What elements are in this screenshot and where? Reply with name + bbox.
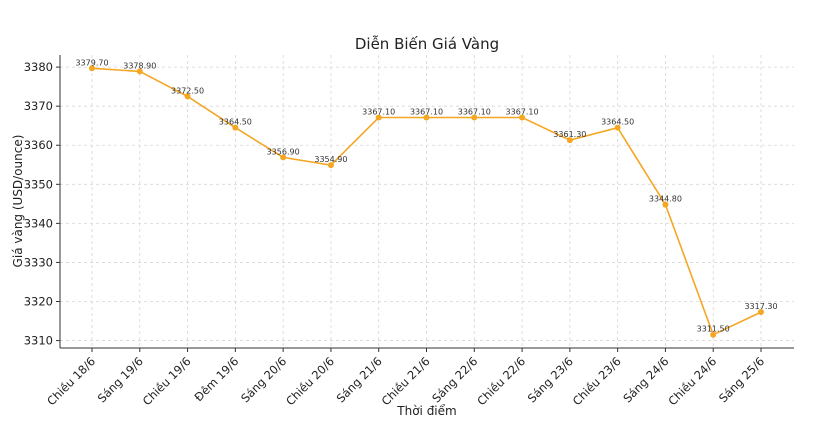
x-tick-label: Sáng 22/6	[429, 354, 480, 405]
series	[89, 65, 764, 338]
x-tick-label: Chiều 22/6	[474, 354, 528, 408]
data-point	[89, 65, 95, 72]
data-point	[566, 137, 573, 144]
data-point	[758, 309, 764, 316]
data-label: 3311.50	[697, 325, 730, 334]
y-tick-label: 3320	[24, 295, 53, 309]
x-tick-label: Đêm 19/6	[192, 354, 242, 404]
data-point	[327, 162, 334, 169]
data-point	[471, 114, 478, 121]
x-tick-label: Chiều 18/6	[44, 354, 98, 408]
data-label: 3367.10	[458, 108, 491, 117]
x-tick-label: Chiều 20/6	[283, 354, 337, 408]
data-label: 3379.70	[75, 58, 108, 67]
data-label: 3317.30	[744, 302, 777, 311]
data-point	[232, 124, 239, 131]
data-point	[519, 114, 526, 121]
y-tick-label: 3330	[24, 255, 53, 269]
data-label: 3356.90	[267, 147, 300, 156]
y-tick-label: 3380	[24, 60, 53, 74]
data-point	[375, 114, 382, 121]
y-tick-labels: 3310 3320 3330 3340 3350 3360 3370 3380	[24, 60, 53, 347]
x-tick-label: Sáng 25/6	[716, 354, 767, 405]
x-tick-label: Chiều 19/6	[140, 354, 194, 408]
data-labels: 3379.70 3378.90 3372.50 3364.50 3356.90 3354.…	[75, 58, 777, 333]
data-point	[184, 93, 191, 100]
x-tick-label: Sáng 24/6	[620, 354, 671, 405]
y-tick-label: 3350	[24, 177, 53, 191]
data-label: 3354.90	[314, 155, 347, 164]
data-point	[136, 68, 143, 75]
data-point	[710, 331, 717, 338]
grid	[60, 55, 794, 348]
data-label: 3364.50	[219, 118, 252, 127]
x-tick-label: Chiều 21/6	[379, 354, 433, 408]
data-point	[614, 124, 621, 131]
data-label: 3367.10	[410, 108, 443, 117]
x-tick-label: Sáng 20/6	[238, 354, 289, 405]
data-label: 3367.10	[506, 108, 539, 117]
data-label: 3344.80	[649, 195, 682, 204]
x-tick-label: Sáng 19/6	[95, 354, 146, 405]
y-axis-label: Giá vàng (USD/ounce)	[11, 135, 25, 268]
data-label: 3378.90	[123, 61, 156, 70]
data-point	[423, 114, 430, 121]
data-label: 3364.50	[601, 118, 634, 127]
y-tick-label: 3310	[24, 334, 53, 348]
x-tick-label: Sáng 21/6	[334, 354, 385, 405]
x-tick-label: Sáng 23/6	[525, 354, 576, 405]
y-tick-label: 3370	[24, 99, 53, 113]
data-point	[280, 154, 287, 161]
data-label: 3367.10	[362, 108, 395, 117]
chart-title: Diễn Biến Giá Vàng	[355, 35, 499, 53]
data-point	[662, 201, 669, 208]
data-label: 3361.30	[553, 130, 586, 139]
x-axis-label: Thời điểm	[396, 404, 456, 418]
x-tick-label: Chiều 23/6	[570, 354, 624, 408]
axes	[56, 55, 794, 352]
y-tick-label: 3360	[24, 138, 53, 152]
x-tick-label: Chiều 24/6	[665, 354, 719, 408]
data-label: 3372.50	[171, 86, 204, 95]
y-tick-label: 3340	[24, 216, 53, 230]
